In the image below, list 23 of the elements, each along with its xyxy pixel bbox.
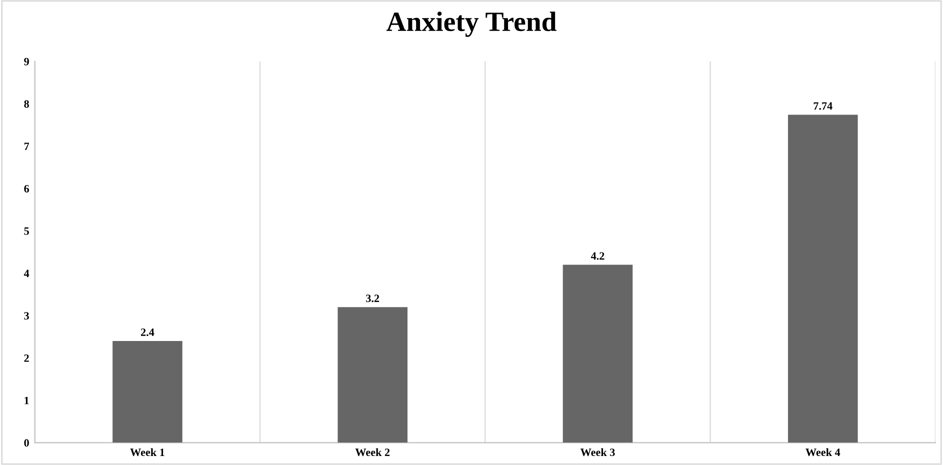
data-label: 4.2: [590, 252, 604, 260]
y-tick-label: 2: [24, 354, 29, 362]
chart-title: Anxiety Trend: [386, 12, 556, 37]
data-label: 7.74: [814, 102, 832, 110]
y-tick-label: 3: [24, 312, 29, 320]
y-tick-label: 4: [24, 270, 30, 278]
y-tick-label: 0: [24, 439, 29, 447]
y-tick-label: 5: [24, 227, 29, 235]
x-tick-label: Week 3: [580, 448, 615, 456]
x-tick-label: Week 1: [130, 448, 164, 456]
y-tick-label: 8: [24, 100, 29, 108]
data-label: 3.2: [366, 294, 380, 302]
bar: [562, 264, 633, 443]
x-tick-label: Week 2: [355, 448, 390, 456]
data-label: 2.4: [140, 328, 154, 336]
bar: [338, 307, 408, 443]
y-tick-label: 7: [24, 142, 30, 150]
y-tick-label: 1: [24, 396, 29, 404]
bar: [112, 341, 182, 443]
y-tick-label: 9: [24, 58, 29, 66]
x-tick-label: Week 4: [806, 448, 840, 456]
y-tick-label: 6: [24, 184, 30, 192]
bar: [788, 114, 858, 443]
